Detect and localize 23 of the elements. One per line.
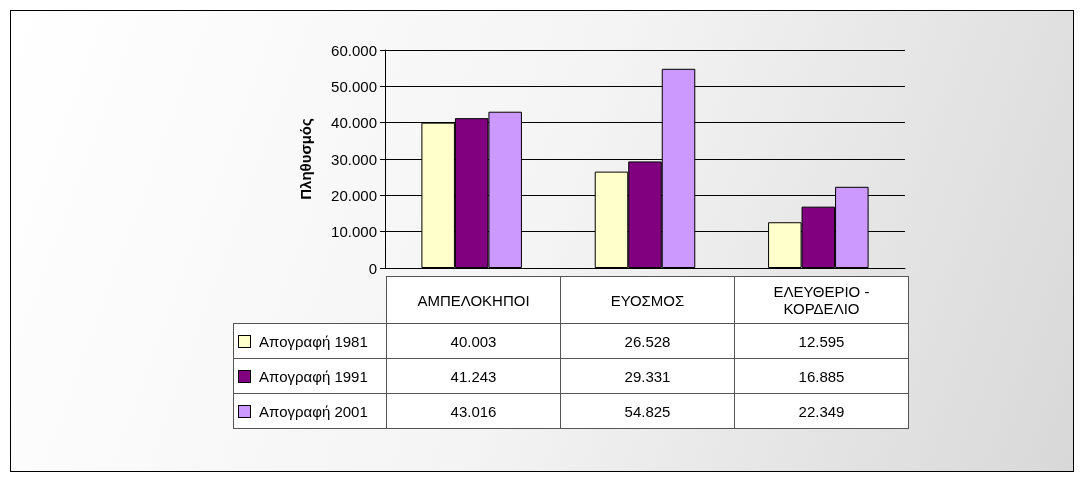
data-label: 54.825: [560, 393, 735, 429]
data-label: 26.528: [560, 323, 735, 359]
y-tick-label: 50.000: [331, 77, 377, 95]
data-label: 40.003: [386, 323, 561, 359]
y-tick-label: 60.000: [331, 41, 377, 59]
y-tick-label: 0: [368, 259, 377, 277]
data-label: 12.595: [734, 323, 909, 359]
data-label: 29.331: [560, 358, 735, 394]
x-tick-label: ΑΜΠΕΛΟΚΗΠΟΙ: [386, 276, 561, 324]
y-tick-label: 40.000: [331, 114, 377, 132]
data-label: 22.349: [734, 393, 909, 429]
y-tick-label: 20.000: [331, 186, 377, 204]
y-tick-label: 10.000: [331, 223, 377, 241]
legend-label: Απογραφή 1991: [233, 358, 387, 394]
x-tick-label: ΕΥΟΣΜΟΣ: [560, 276, 735, 324]
y-tick-label: 30.000: [331, 150, 377, 168]
legend-label: Απογραφή 1981: [233, 323, 387, 359]
data-label: 41.243: [386, 358, 561, 394]
legend-label: Απογραφή 2001: [233, 393, 387, 429]
data-label: 16.885: [734, 358, 909, 394]
data-label: 43.016: [386, 393, 561, 429]
y-axis-title: Πληθυσμός: [297, 118, 314, 200]
x-tick-label: ΕΛΕΥΘΕΡΙΟ - ΚΟΡΔΕΛΙΟ: [734, 276, 909, 324]
